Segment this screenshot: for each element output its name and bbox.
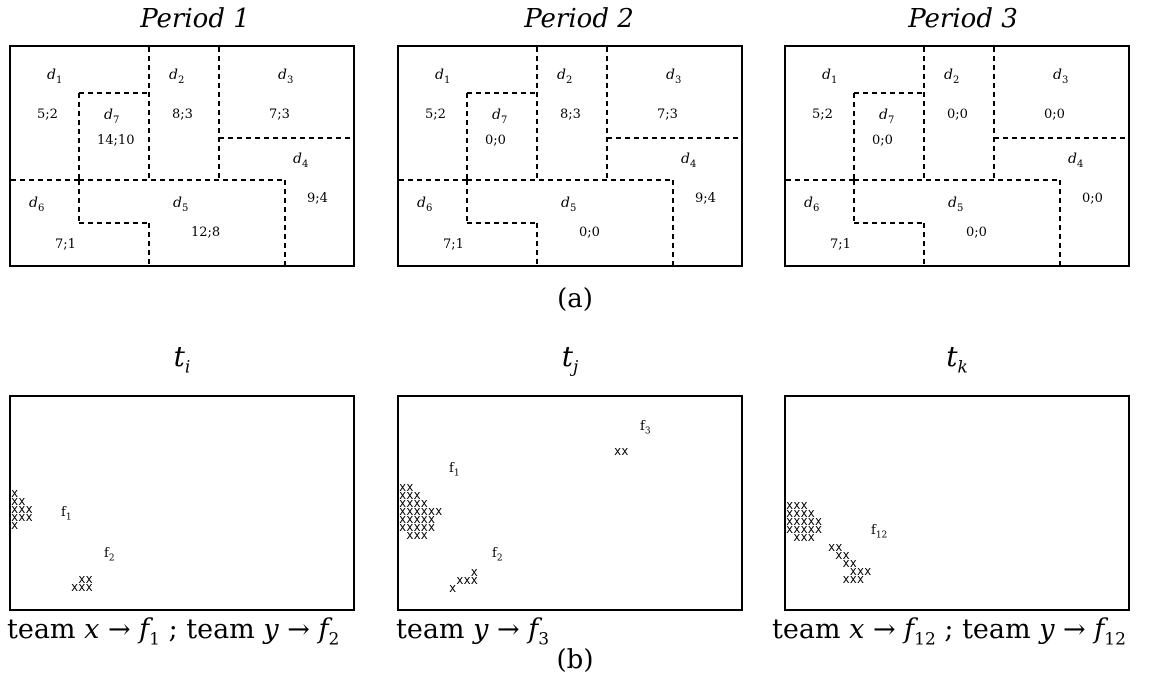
district-d7-value: 0;0 [485,133,506,148]
district-d1-value: 5;2 [37,107,58,122]
district-d1-value: 5;2 [812,107,833,122]
period-1-title: Period 1 [140,4,250,34]
caption-a: (a) [557,284,593,314]
district-d6-value: 7;1 [55,237,76,252]
district-d3-label: d3 [666,67,682,86]
formation-f12-label: f12 [871,523,888,541]
snapshot-tk-team-line: team x → f12 ; team y → f12 [772,614,1126,650]
district-d2-label: d2 [169,67,185,86]
district-d1-value: 5;2 [425,107,446,122]
formation-f2-label: f2 [492,546,503,564]
period-3-map: d1 5;2 d2 0;0 d3 0;0 d4 0;0 d5 0;0 d6 7;1 d7 0;0 [784,45,1130,267]
district-d3-value: 7;3 [657,107,678,122]
district-d4-label: d4 [1068,151,1084,170]
team-y-top-markers: xx [614,444,629,458]
snapshot-ti-label: ti [173,340,191,378]
district-d5-label: d5 [173,195,189,214]
formation-f2-label: f2 [104,546,115,564]
snapshot-ti-box: x xx xxx xxx x xx xxx f1 f2 [9,395,355,611]
district-d2-value: 8;3 [560,107,581,122]
district-d6-label: d6 [804,195,820,214]
snapshot-tj-label: tj [561,340,579,378]
period-3-title: Period 3 [908,4,1018,34]
district-d3-value: 7;3 [269,107,290,122]
period-2-title: Period 2 [524,4,634,34]
district-d4-value: 9;4 [307,191,328,206]
team-x-markers: xx xxx xxxx xxxxxx xxxxx xxxxx xxx [399,480,443,542]
district-d6-label: d6 [417,195,433,214]
snapshot-tj-team-line: team y → f3 [396,614,550,650]
district-d2-label: d2 [944,67,960,86]
formation-f3-label: f3 [640,419,651,437]
district-d1-label: d1 [435,67,451,86]
snapshot-tk-label: tk [946,340,968,378]
district-d4-label: d4 [681,151,697,170]
team-x-markers: xxx xxxx xxxxx xxxxx xxx [786,498,823,544]
district-d3-label: d3 [1053,67,1069,86]
district-d6-value: 7;1 [830,237,851,252]
team-y-markers: xx xxx [71,572,93,594]
district-borders [399,47,741,265]
team-y-markers: xx xx xx xxx xxx [828,540,872,586]
snapshot-ti-team-line: team x → f1 ; team y → f2 [7,614,340,650]
district-d2-value: 0;0 [947,107,968,122]
team-y-markers: x xxx x [449,565,478,595]
district-d4-value: 9;4 [695,191,716,206]
district-d5-value: 0;0 [966,225,987,240]
district-d7-label: d7 [492,107,508,126]
district-d3-value: 0;0 [1044,107,1065,122]
snapshot-tk-box: xxx xxxx xxxxx xxxxx xxx xx xx xx xxx xx… [784,395,1130,611]
district-d2-value: 8;3 [172,107,193,122]
district-d5-label: d5 [948,195,964,214]
period-1-map: d1 5;2 d2 8;3 d3 7;3 d4 9;4 d5 12;8 d6 7;1 d7 14;10 [9,45,355,267]
period-2-map: d1 5;2 d2 8;3 d3 7;3 d4 9;4 d5 0;0 d6 7;1 d7 0;0 [397,45,743,267]
district-d7-value: 0;0 [872,133,893,148]
district-borders [786,47,1128,265]
district-d1-label: d1 [47,67,63,86]
district-d4-value: 0;0 [1082,191,1103,206]
snapshot-tj-box: xx f3 f1 xx xxx xxxx xxxxxx xxxxx xxxxx … [397,395,743,611]
district-d6-value: 7;1 [443,237,464,252]
district-d6-label: d6 [29,195,45,214]
district-d5-value: 12;8 [191,225,221,240]
district-d1-label: d1 [822,67,838,86]
district-d4-label: d4 [293,151,309,170]
district-d3-label: d3 [278,67,294,86]
caption-b: (b) [556,645,594,675]
formation-f1-label: f1 [449,461,460,479]
team-x-markers: x xx xxx xxx x [11,486,33,532]
district-d5-label: d5 [561,195,577,214]
district-d2-label: d2 [557,67,573,86]
district-d5-value: 0;0 [579,225,600,240]
district-d7-value: 14;10 [97,133,135,148]
district-d7-label: d7 [879,107,895,126]
district-d7-label: d7 [104,107,120,126]
formation-f1-label: f1 [61,505,72,523]
district-borders [11,47,353,265]
